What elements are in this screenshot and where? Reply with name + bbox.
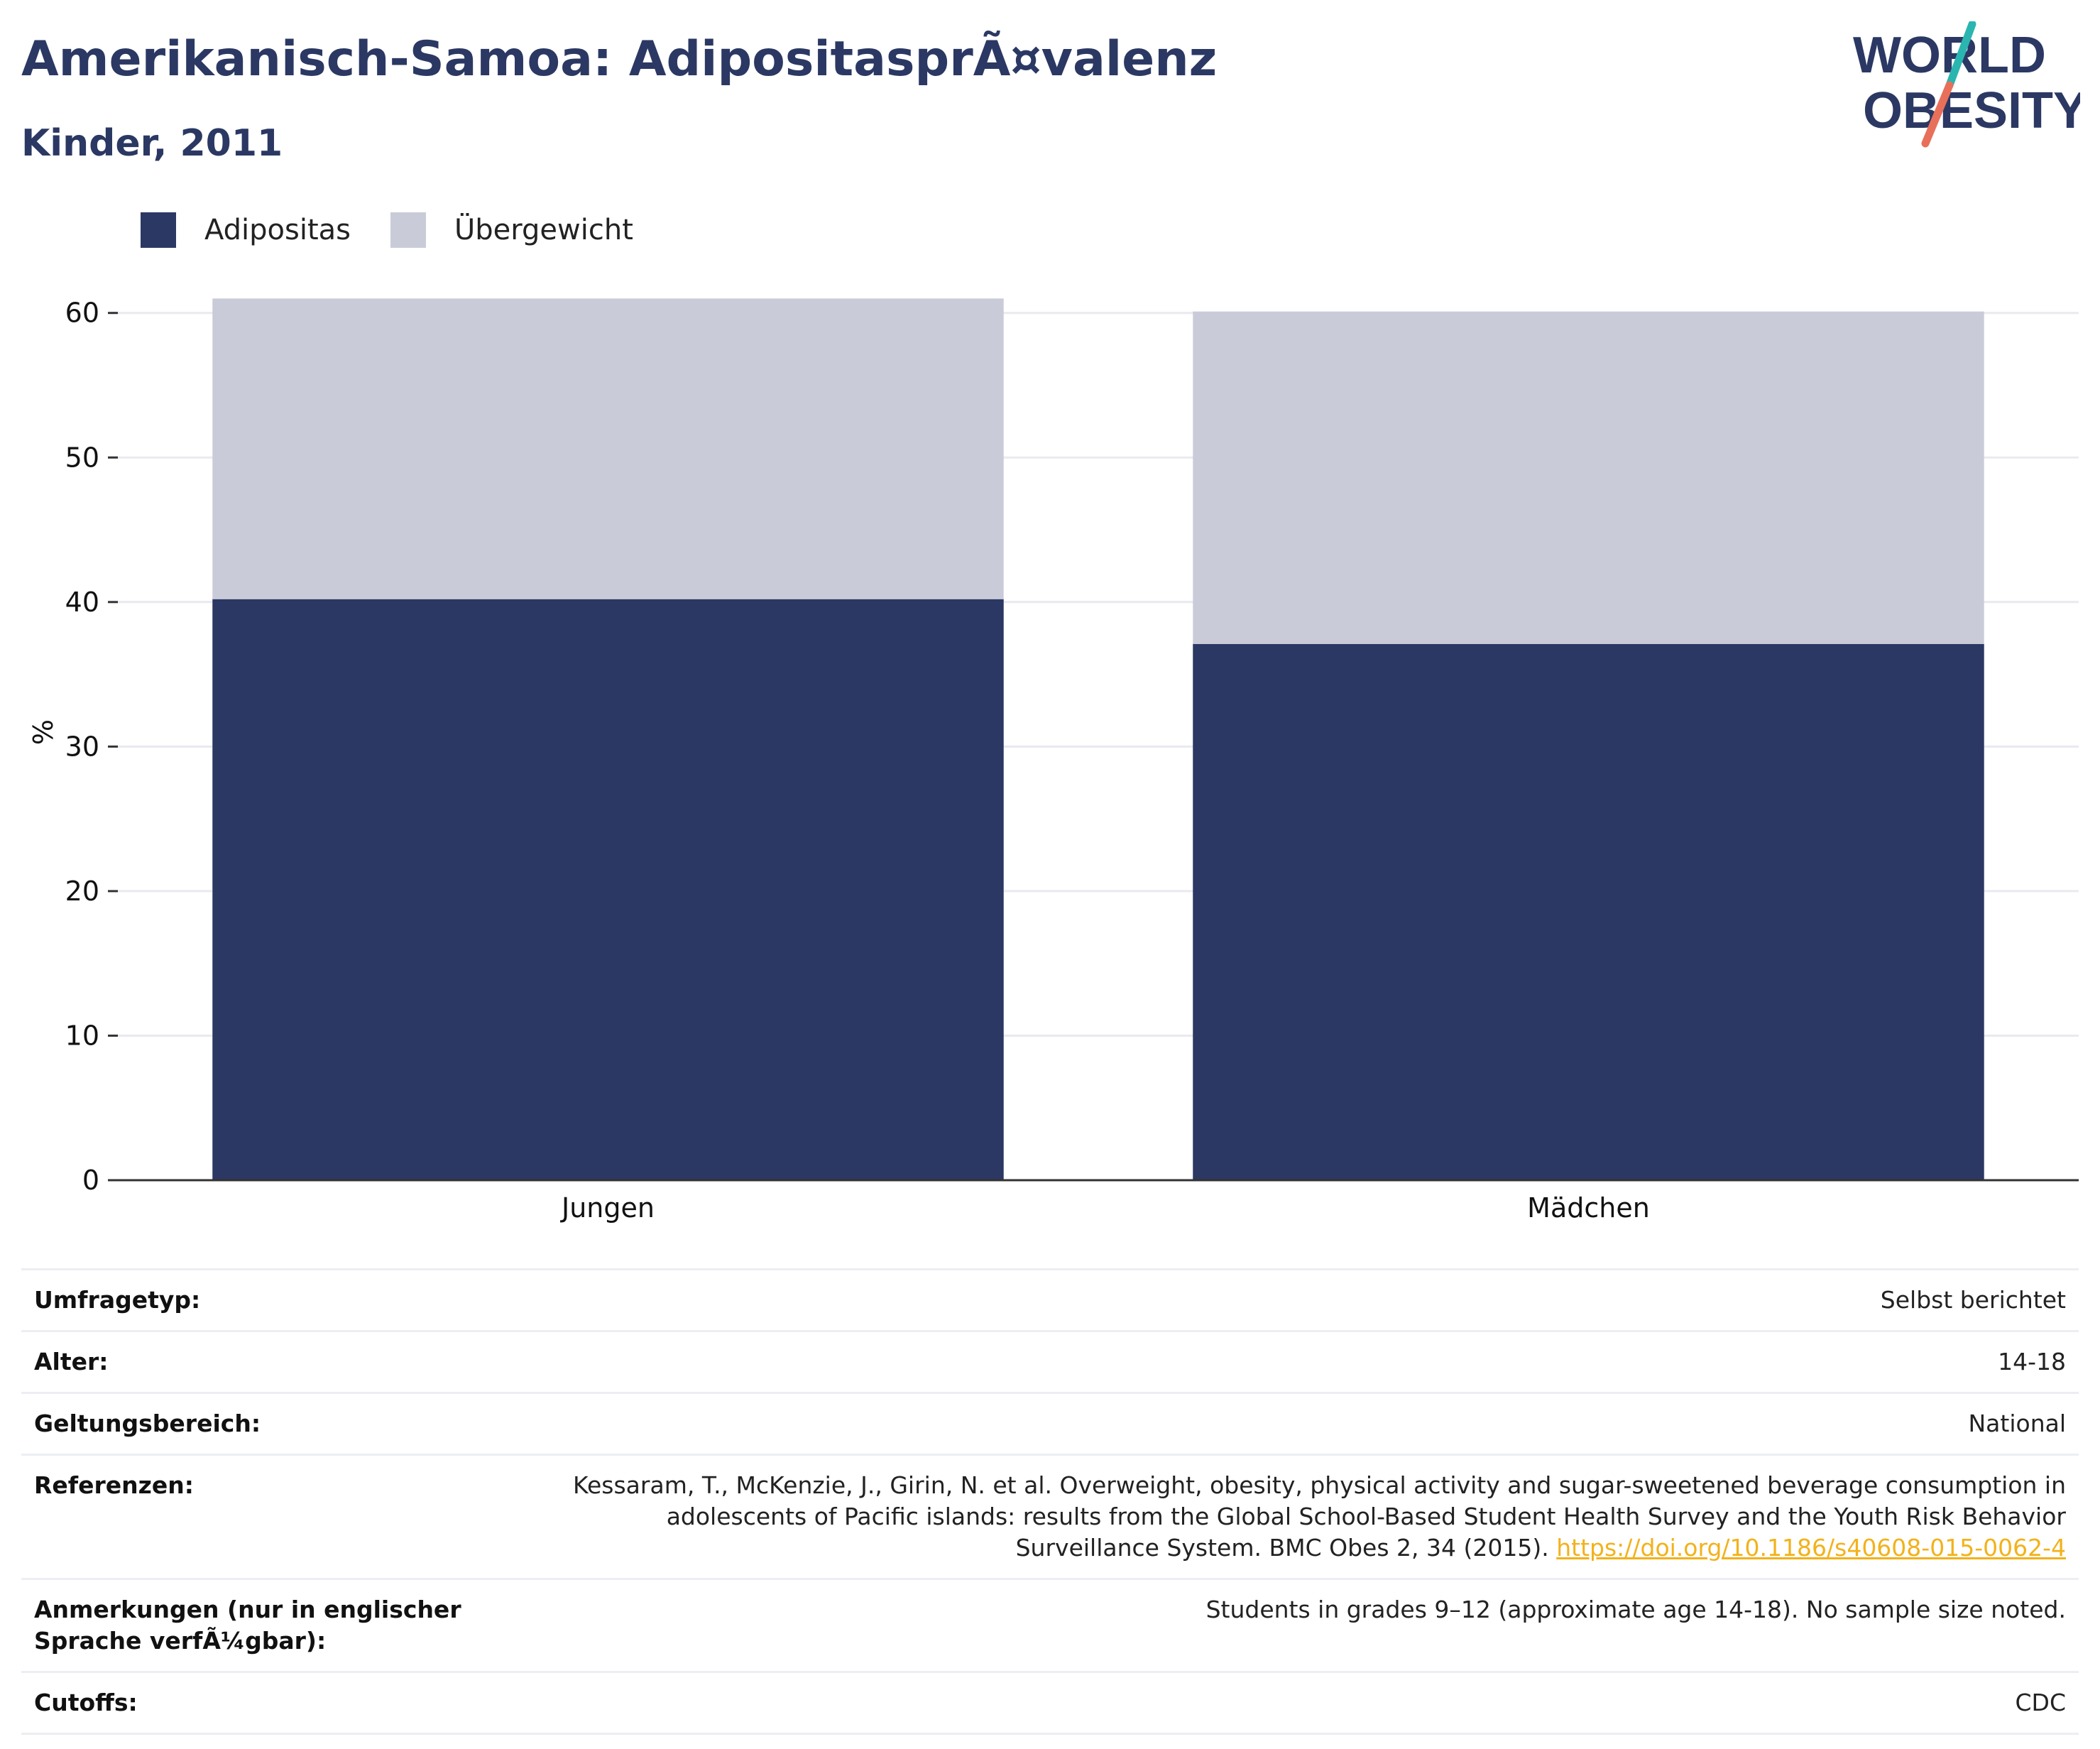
info-table: Umfragetyp: Selbst berichtet Alter: 14-1…: [21, 1268, 2079, 1735]
table-row-alter: Alter: 14-18: [21, 1330, 2079, 1392]
chart-subtitle: Kinder, 2011: [21, 122, 283, 165]
legend-label-uebergewicht: Übergewicht: [454, 214, 633, 246]
legend-swatch-uebergewicht: [390, 212, 427, 248]
bar-adipositas-1: [1193, 643, 1984, 1180]
reference-doi-link[interactable]: https://doi.org/10.1186/s40608-015-0062-…: [1556, 1534, 2066, 1562]
y-tick-label: 60: [65, 298, 99, 329]
y-axis-title: %: [28, 719, 59, 745]
row-label: Umfragetyp:: [34, 1286, 201, 1314]
y-tick-label: 20: [65, 876, 99, 907]
table-row-anmerkungen: Anmerkungen (nur in englischer Sprache v…: [21, 1578, 2079, 1671]
y-tick-label: 40: [65, 587, 99, 618]
bar-uebergewicht-0: [212, 298, 1004, 599]
table-row-geltungsbereich: Geltungsbereich: National: [21, 1392, 2079, 1454]
bar-adipositas-0: [212, 599, 1004, 1180]
row-label: Alter:: [34, 1348, 109, 1375]
row-value: Selbst berichtet: [1880, 1286, 2066, 1314]
reference-text: Kessaram, T., McKenzie, J., Girin, N. et…: [573, 1471, 2066, 1562]
row-value: CDC: [2015, 1689, 2067, 1716]
legend-swatch-adipositas: [141, 212, 176, 248]
chart-title: Amerikanisch-Samoa: AdipositasprÃ¤valenz: [21, 31, 1218, 87]
logo-slash-bottom: [1921, 81, 1954, 148]
row-label: Cutoffs:: [34, 1689, 138, 1716]
world-obesity-logo: WORLD OBESITY: [1853, 21, 2080, 148]
row-label: Anmerkungen (nur in englischer Sprache v…: [34, 1596, 461, 1655]
logo-slash-top: [1945, 21, 1976, 89]
x-tick-label: Jungen: [560, 1192, 655, 1224]
legend-label-adipositas: Adipositas: [204, 214, 351, 246]
legend-item-adipositas[interactable]: Adipositas: [141, 212, 351, 248]
chart-legend: Adipositas Übergewicht: [141, 210, 673, 250]
row-value-reference: Kessaram, T., McKenzie, J., Girin, N. et…: [545, 1470, 2066, 1564]
y-tick-label: 50: [65, 442, 99, 473]
y-tick-label: 30: [65, 731, 99, 762]
bar-chart: 0 10 20 30 40 50 60% Jungen Mädchen: [28, 298, 2079, 1224]
table-row-referenzen: Referenzen: Kessaram, T., McKenzie, J., …: [21, 1454, 2079, 1578]
table-row-umfragetyp: Umfragetyp: Selbst berichtet: [21, 1268, 2079, 1330]
row-value: National: [1968, 1410, 2066, 1437]
x-tick-label: Mädchen: [1527, 1192, 1650, 1224]
row-value: 14-18: [1998, 1348, 2066, 1375]
y-tick-label: 10: [65, 1020, 99, 1051]
row-label: Geltungsbereich:: [34, 1410, 261, 1437]
row-value: Students in grades 9–12 (approximate age…: [1205, 1596, 2066, 1623]
logo-text-obesity: OBESITY: [1863, 82, 2080, 139]
table-row-cutoffs: Cutoffs: CDC: [21, 1671, 2079, 1735]
legend-item-uebergewicht[interactable]: Übergewicht: [390, 212, 633, 248]
row-label: Referenzen:: [34, 1471, 194, 1499]
bar-uebergewicht-1: [1193, 311, 1984, 644]
y-tick-label: 0: [82, 1165, 99, 1196]
